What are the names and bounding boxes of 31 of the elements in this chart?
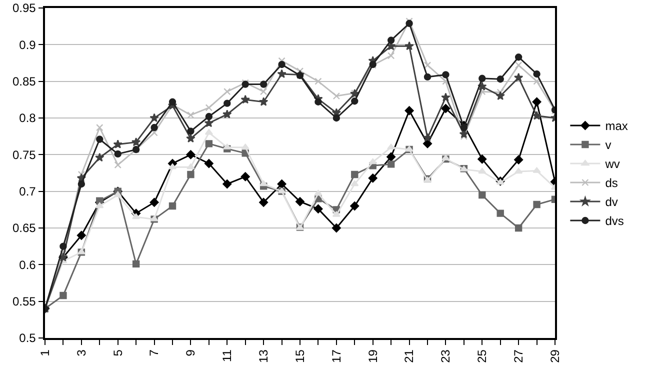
x-tick-label: 17 <box>329 349 344 363</box>
x-tick-label: 15 <box>292 349 307 363</box>
y-tick-label: 0.75 <box>12 148 36 162</box>
x-tick-label: 19 <box>366 349 380 363</box>
x-tick-label: 7 <box>147 349 162 356</box>
legend-label: max <box>605 119 628 134</box>
legend-label: ds <box>605 176 618 190</box>
x-tick-label: 5 <box>110 349 125 356</box>
x-tick-label: 29 <box>548 349 562 363</box>
x-tick-label: 25 <box>475 349 490 363</box>
x-tick-label: 27 <box>511 349 526 363</box>
x-tick-label: 21 <box>402 349 416 363</box>
y-tick-label: 0.8 <box>19 111 36 126</box>
x-tick-label: 3 <box>74 349 88 356</box>
legend-label: wv <box>604 157 620 172</box>
y-tick-label: 0.7 <box>19 184 36 199</box>
x-tick-label: 13 <box>256 349 270 363</box>
x-tick-label: 11 <box>220 349 234 362</box>
y-tick-label: 0.5 <box>19 331 36 346</box>
x-tick-label: 9 <box>184 349 198 356</box>
y-tick-label: 0.9 <box>19 38 36 52</box>
y-tick-label: 0.6 <box>19 258 36 272</box>
y-tick-label: 0.95 <box>12 1 36 16</box>
y-tick-label: 0.55 <box>12 294 36 309</box>
x-tick-label: 23 <box>438 349 453 363</box>
y-tick-label: 0.85 <box>12 74 36 89</box>
legend-label: dv <box>605 195 618 210</box>
legend-label: dvs <box>605 214 624 228</box>
x-tick-label: 1 <box>38 349 52 356</box>
y-tick-label: 0.65 <box>12 221 36 236</box>
legend-label: v <box>605 138 612 152</box>
